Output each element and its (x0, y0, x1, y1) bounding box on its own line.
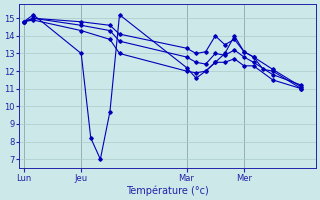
X-axis label: Température (°c): Température (°c) (126, 185, 209, 196)
